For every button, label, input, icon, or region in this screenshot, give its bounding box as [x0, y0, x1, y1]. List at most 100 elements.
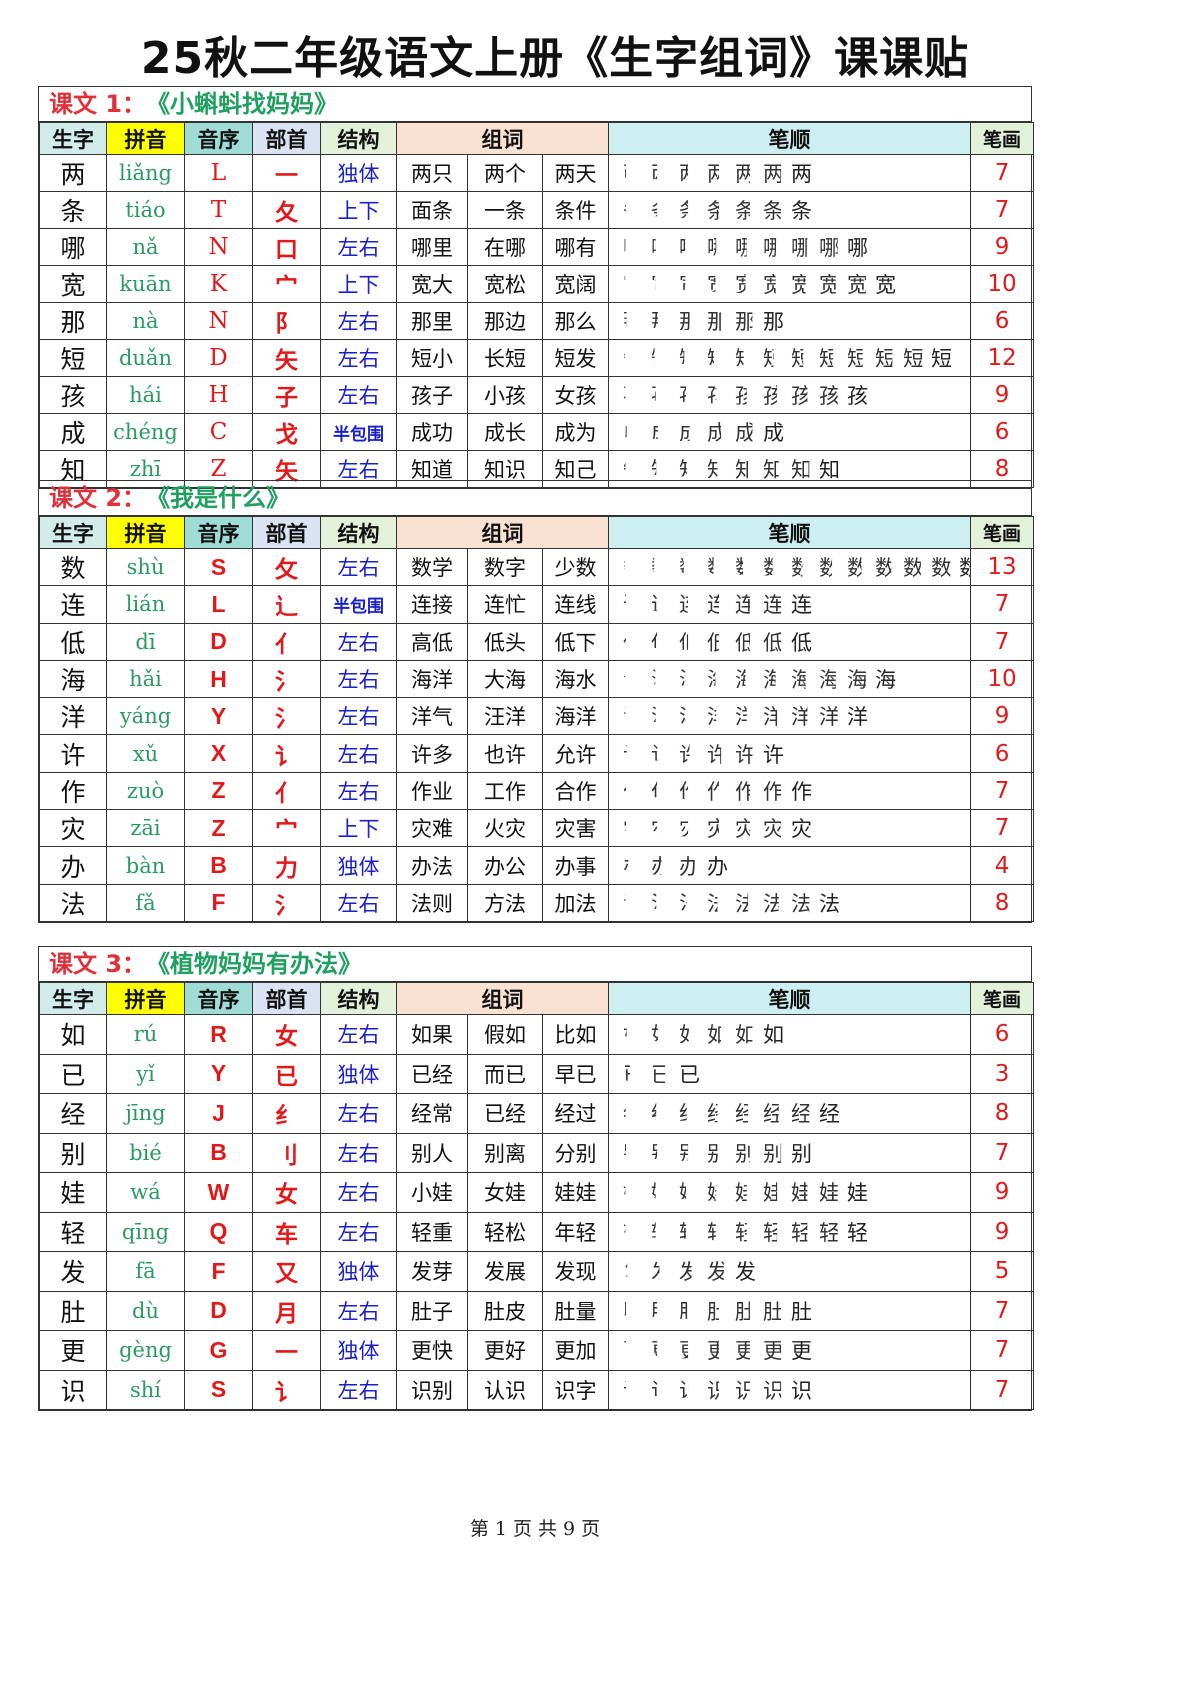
stroke-step: 哪: [651, 236, 673, 260]
pinyin: hái: [106, 376, 185, 414]
pinyin: dù: [106, 1290, 185, 1331]
stroke-order: 法法法法法法法法: [608, 883, 972, 922]
table-row: 发 fā F 又 独体 发芽 发展 发现 发发发发发 5: [39, 1251, 1035, 1292]
stroke-step: 别: [679, 1141, 701, 1166]
header-letter: 音序: [184, 122, 253, 155]
word-3: 灾害: [541, 809, 610, 848]
table-row: 连 lián L 辶 半包围 连接 连忙 连线 连连连连连连连 7: [39, 585, 1035, 624]
structure: 左右: [320, 1369, 397, 1410]
stroke-order: 低低低低低低低: [608, 622, 972, 661]
stroke-step: 轻: [735, 1220, 757, 1245]
word-1: 连接: [396, 585, 468, 624]
pinyin: kuān: [106, 265, 185, 303]
initial-letter: F: [184, 883, 253, 922]
stroke-step: 成: [679, 421, 701, 445]
word-3: 分别: [541, 1132, 610, 1173]
character-table: 生字 拼音 音序 部首 结构 组词 笔顺 笔画 如 rú R 女 左右 如果 假…: [39, 982, 1035, 1410]
stroke-step: 许: [679, 742, 701, 767]
stroke-step: 孩: [819, 384, 841, 408]
header-words: 组词: [395, 982, 610, 1015]
stroke-step: 孩: [763, 384, 785, 408]
stroke-step: 数: [707, 556, 729, 581]
stroke-step: 作: [623, 779, 645, 804]
word-3: 少数: [541, 547, 610, 587]
stroke-step: 娃: [735, 1181, 757, 1206]
stroke-step: 两: [623, 162, 645, 186]
stroke-step: 那: [763, 310, 785, 334]
lesson-name: 《小蝌蚪找妈妈》: [158, 90, 339, 118]
word-2: 那边: [467, 302, 543, 340]
table-row: 海 hǎi H 氵 左右 海洋 大海 海水 海海海海海海海海海海 10: [39, 659, 1035, 699]
structure: 左右: [320, 771, 397, 811]
stroke-order: 连连连连连连连: [608, 585, 972, 624]
radical: 女: [252, 1172, 321, 1213]
stroke-step: 那: [679, 310, 701, 334]
stroke-step: 数: [679, 556, 701, 581]
stroke-step: 办: [679, 854, 701, 879]
initial-letter: C: [184, 413, 253, 451]
stroke-step: 经: [791, 1102, 813, 1127]
initial-letter: W: [184, 1172, 253, 1213]
stroke-count: 7: [970, 154, 1035, 192]
stroke-order: 知知知知知知知知: [608, 450, 972, 488]
table-row: 经 jīng J 纟 左右 经常 已经 经过 经经经经经经经经 8: [39, 1093, 1035, 1134]
stroke-step: 法: [651, 891, 673, 916]
word-2: 大海: [467, 659, 543, 699]
stroke-step: 别: [735, 1141, 757, 1166]
stroke-step: 法: [791, 891, 813, 916]
stroke-step: 数: [623, 556, 645, 581]
structure: 上下: [320, 191, 397, 229]
character: 洋: [39, 697, 107, 736]
stroke-step: 那: [651, 310, 673, 334]
stroke-step: 低: [763, 630, 785, 655]
word-3: 早已: [541, 1053, 610, 1094]
word-1: 办法: [396, 846, 468, 885]
stroke-step: 更: [735, 1339, 757, 1364]
character: 办: [39, 846, 107, 885]
stroke-step: 轻: [847, 1220, 869, 1245]
stroke-count: 9: [970, 697, 1035, 736]
pinyin: wá: [106, 1172, 185, 1213]
structure: 左右: [320, 883, 397, 922]
stroke-step: 短: [679, 347, 701, 371]
stroke-step: 成: [651, 421, 673, 445]
word-2: 女娃: [467, 1172, 543, 1213]
header-row: 生字 拼音 音序 部首 结构 组词 笔顺 笔画: [39, 516, 1035, 549]
stroke-step: 海: [651, 668, 673, 693]
radical: 已: [252, 1053, 321, 1094]
stroke-step: 作: [679, 779, 701, 804]
stroke-count: 7: [970, 1290, 1035, 1331]
stroke-step: 法: [763, 891, 785, 916]
initial-letter: J: [184, 1093, 253, 1134]
header-structure: 结构: [320, 982, 397, 1015]
initial-letter: F: [184, 1251, 253, 1292]
stroke-step: 海: [763, 668, 785, 693]
lesson-name: 《我是什么》: [158, 484, 291, 512]
stroke-count: 10: [970, 265, 1035, 303]
stroke-step: 更: [791, 1339, 813, 1364]
stroke-step: 低: [679, 630, 701, 655]
word-1: 轻重: [396, 1211, 468, 1252]
character: 两: [39, 154, 107, 192]
stroke-step: 更: [707, 1339, 729, 1364]
stroke-step: 知: [791, 458, 813, 482]
table-row: 哪 nǎ N 口 左右 哪里 在哪 哪有 哪哪哪哪哪哪哪哪哪 9: [39, 228, 1035, 266]
stroke-step: 宽: [707, 273, 729, 297]
stroke-step: 法: [707, 891, 729, 916]
word-1: 数学: [396, 547, 468, 587]
stroke-order: 如如如如如如: [608, 1014, 972, 1055]
word-1: 肚子: [396, 1290, 468, 1331]
word-2: 长短: [467, 339, 543, 377]
table-row: 肚 dù D 月 左右 肚子 肚皮 肚量 肚肚肚肚肚肚肚 7: [39, 1290, 1035, 1331]
stroke-order: 海海海海海海海海海海: [608, 659, 972, 699]
stroke-count: 7: [970, 585, 1035, 624]
word-3: 合作: [541, 771, 610, 811]
stroke-step: 条: [679, 199, 701, 223]
stroke-step: 灾: [679, 817, 701, 842]
stroke-step: 识: [707, 1378, 729, 1403]
stroke-step: 短: [623, 347, 645, 371]
character: 经: [39, 1093, 107, 1134]
character: 娃: [39, 1172, 107, 1213]
initial-letter: Y: [184, 697, 253, 736]
stroke-step: 经: [735, 1102, 757, 1127]
